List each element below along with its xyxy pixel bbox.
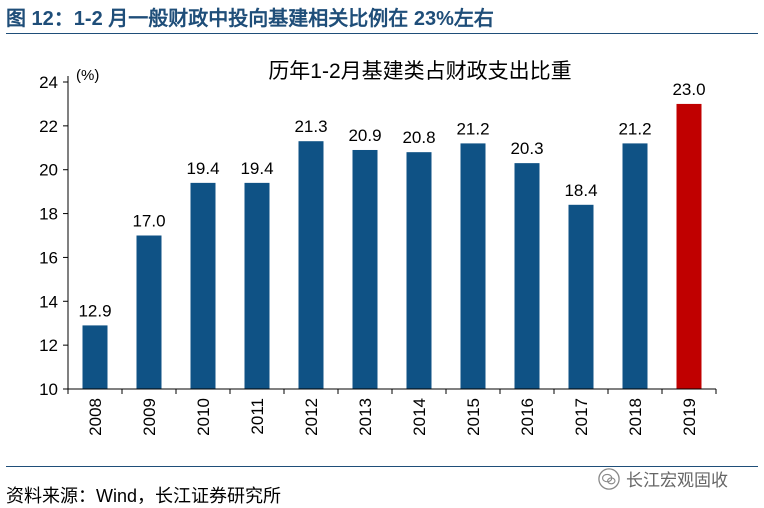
x-tick-label: 2018 bbox=[626, 398, 645, 436]
y-tick-label: 16 bbox=[39, 248, 58, 267]
bar bbox=[676, 103, 702, 389]
source-note: 资料来源：Wind，长江证券研究所 bbox=[6, 486, 282, 506]
data-label: 17.0 bbox=[132, 212, 165, 231]
y-tick-label: 10 bbox=[39, 380, 58, 399]
bar bbox=[352, 149, 378, 389]
bar bbox=[406, 152, 432, 389]
x-tick-label: 2011 bbox=[248, 398, 267, 435]
figure-title: 图 12：1-2 月一般财政中投向基建相关比例在 23%左右 bbox=[6, 8, 494, 30]
data-label: 21.2 bbox=[456, 119, 489, 138]
x-tick-label: 2015 bbox=[464, 398, 483, 436]
axes-group: 10 12 14 16 18 20 22 24 2008 2009 2010 2011 2012 2013… bbox=[39, 73, 717, 436]
wechat-icon bbox=[598, 467, 620, 490]
data-label: 20.8 bbox=[402, 128, 435, 147]
bar bbox=[622, 143, 648, 389]
bar bbox=[244, 182, 270, 389]
y-tick-label: 22 bbox=[39, 117, 58, 136]
y-tick-label: 14 bbox=[39, 292, 58, 311]
title-divider bbox=[6, 33, 758, 34]
x-tick-label: 2012 bbox=[302, 398, 321, 436]
x-tick-label: 2008 bbox=[86, 398, 105, 436]
footer-divider bbox=[6, 466, 758, 467]
bar-chart: 历年1-2月基建类占财政支出比重 (%) 12.9 17.0 19.4 19.4 21.… bbox=[39, 60, 717, 436]
bar bbox=[190, 182, 216, 389]
chart-title: 历年1-2月基建类占财政支出比重 bbox=[268, 60, 571, 83]
y-axis-unit: (%) bbox=[76, 67, 99, 84]
x-tick-label: 2013 bbox=[356, 398, 375, 436]
x-tick-label: 2009 bbox=[140, 398, 159, 436]
y-tick-label: 20 bbox=[39, 161, 58, 180]
bars-group: 12.9 17.0 19.4 19.4 21.3 20.9 20.8 21.2 20.3 18.4… bbox=[78, 80, 706, 389]
x-tick-label: 2010 bbox=[194, 398, 213, 436]
bar bbox=[460, 143, 486, 389]
bar bbox=[136, 235, 162, 389]
data-label: 23.0 bbox=[672, 80, 705, 99]
y-tick-label: 24 bbox=[39, 73, 58, 92]
watermark: 长江宏观固收 bbox=[598, 466, 728, 491]
x-tick-label: 2019 bbox=[680, 398, 699, 436]
watermark-text: 长江宏观固收 bbox=[626, 471, 728, 490]
x-tick-label: 2017 bbox=[572, 398, 591, 436]
data-label: 21.3 bbox=[294, 117, 327, 136]
data-label: 21.2 bbox=[618, 119, 651, 138]
data-label: 20.9 bbox=[348, 126, 381, 145]
bar bbox=[568, 204, 594, 389]
bar bbox=[298, 141, 324, 389]
data-label: 18.4 bbox=[564, 181, 597, 200]
bar bbox=[82, 325, 108, 389]
data-label: 20.3 bbox=[510, 139, 543, 158]
y-tick-label: 12 bbox=[39, 336, 58, 355]
x-tick-label: 2014 bbox=[410, 398, 429, 436]
data-label: 19.4 bbox=[240, 159, 273, 178]
data-label: 19.4 bbox=[186, 159, 219, 178]
x-tick-label: 2016 bbox=[518, 398, 537, 436]
data-label: 12.9 bbox=[78, 301, 111, 320]
y-tick-label: 18 bbox=[39, 205, 58, 224]
bar bbox=[514, 163, 540, 389]
